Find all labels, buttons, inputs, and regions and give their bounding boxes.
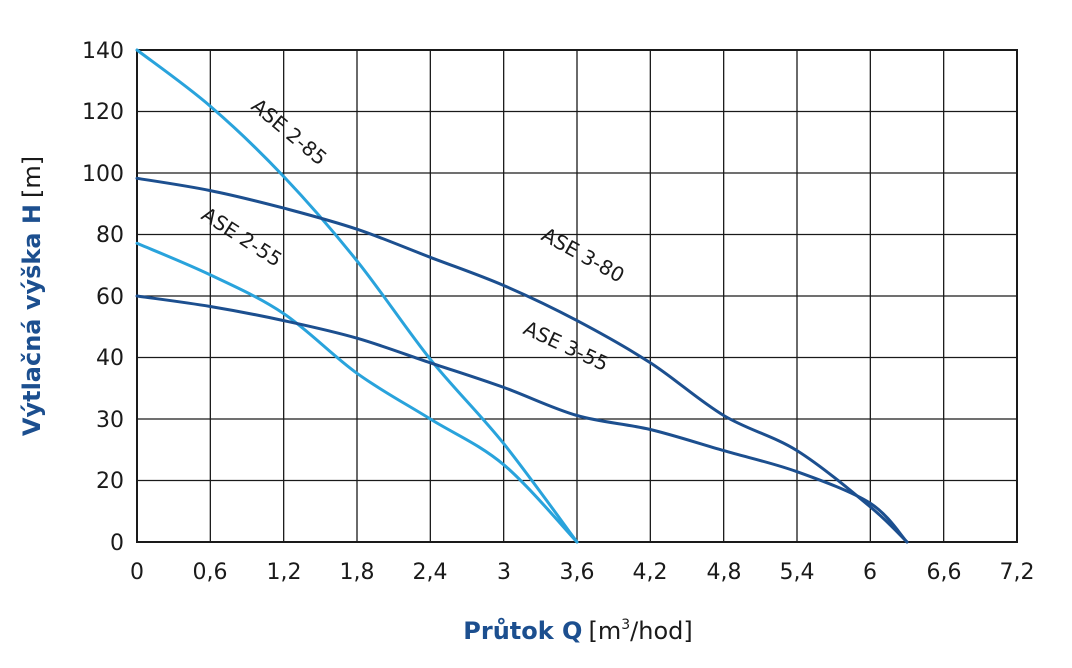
- series-line-ase-3-55: [135, 294, 909, 544]
- y-tick-label: 20: [96, 469, 124, 494]
- series-line-ase-2-85: [135, 48, 579, 544]
- curves: [135, 48, 909, 544]
- x-tick-label: 6: [863, 560, 877, 585]
- x-axis-title: Průtok Q [m3/hod]: [463, 617, 692, 645]
- x-tick-label: 6,6: [927, 560, 962, 585]
- series-label-ase-2-85: ASE 2-85: [247, 93, 332, 170]
- x-tick-label: 3: [497, 560, 511, 585]
- y-axis-title: Výtlačná výška H [m]: [18, 156, 46, 436]
- y-axis-unit: [m]: [18, 156, 46, 198]
- x-tick-label: 0: [130, 560, 144, 585]
- x-axis-title-main: Průtok Q: [463, 617, 582, 645]
- x-tick-label: 0,6: [193, 560, 228, 585]
- x-tick-label: 1,2: [267, 560, 302, 585]
- x-axis-unit-open: [m: [588, 617, 621, 645]
- x-tick-label: 4,8: [707, 560, 742, 585]
- y-tick-label: 120: [82, 100, 124, 125]
- y-tick-label: 100: [82, 162, 124, 187]
- series-line-ase-2-55: [135, 241, 579, 544]
- y-axis-title-main: Výtlačná výška H: [18, 204, 46, 436]
- series-line-ase-3-80: [135, 176, 909, 544]
- y-tick-label: 140: [82, 39, 124, 64]
- y-tick-label: 30: [96, 408, 124, 433]
- y-tick-label: 80: [96, 223, 124, 248]
- x-tick-label: 4,2: [633, 560, 668, 585]
- x-tick-label: 1,8: [340, 560, 375, 585]
- x-tick-labels: 0 0,6 1,2 1,8 2,4 3 3,6 4,2 4,8 5,4 6 6,…: [130, 560, 1035, 585]
- x-tick-label: 7,2: [1000, 560, 1035, 585]
- series-label-ase-3-55: ASE 3-55: [520, 316, 612, 376]
- y-tick-label: 60: [96, 285, 124, 310]
- y-tick-label: 40: [96, 346, 124, 371]
- x-tick-label: 2,4: [413, 560, 448, 585]
- x-axis-unit-sup: 3: [621, 617, 630, 633]
- x-axis-unit-close: /hod]: [630, 617, 693, 645]
- x-tick-label: 5,4: [780, 560, 815, 585]
- y-tick-labels: 140 120 100 80 60 40 30 20 0: [82, 39, 124, 556]
- series-label-ase-3-80: ASE 3-80: [538, 222, 629, 287]
- x-tick-label: 3,6: [560, 560, 595, 585]
- y-tick-label: 0: [110, 531, 124, 556]
- grid: [137, 50, 1017, 542]
